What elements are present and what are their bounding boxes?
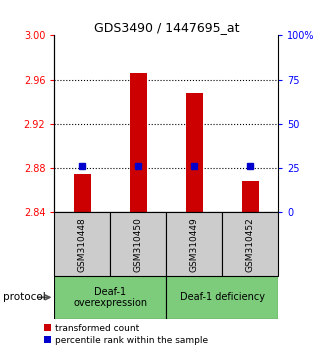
Text: GSM310448: GSM310448 xyxy=(78,217,87,272)
Bar xyxy=(222,212,278,276)
Bar xyxy=(54,212,110,276)
Bar xyxy=(130,73,147,212)
Bar xyxy=(166,212,222,276)
Legend: transformed count, percentile rank within the sample: transformed count, percentile rank withi… xyxy=(43,323,209,346)
Title: GDS3490 / 1447695_at: GDS3490 / 1447695_at xyxy=(94,21,239,34)
Bar xyxy=(242,181,259,212)
Text: protocol: protocol xyxy=(3,292,46,302)
Bar xyxy=(186,93,203,212)
Text: Deaf-1
overexpression: Deaf-1 overexpression xyxy=(73,286,148,308)
Bar xyxy=(110,212,166,276)
Bar xyxy=(74,174,91,212)
Text: Deaf-1 deficiency: Deaf-1 deficiency xyxy=(180,292,265,302)
Text: GSM310449: GSM310449 xyxy=(190,217,199,272)
Bar xyxy=(54,276,166,319)
Text: GSM310452: GSM310452 xyxy=(246,217,255,272)
Text: GSM310450: GSM310450 xyxy=(134,217,143,272)
Bar xyxy=(166,276,278,319)
